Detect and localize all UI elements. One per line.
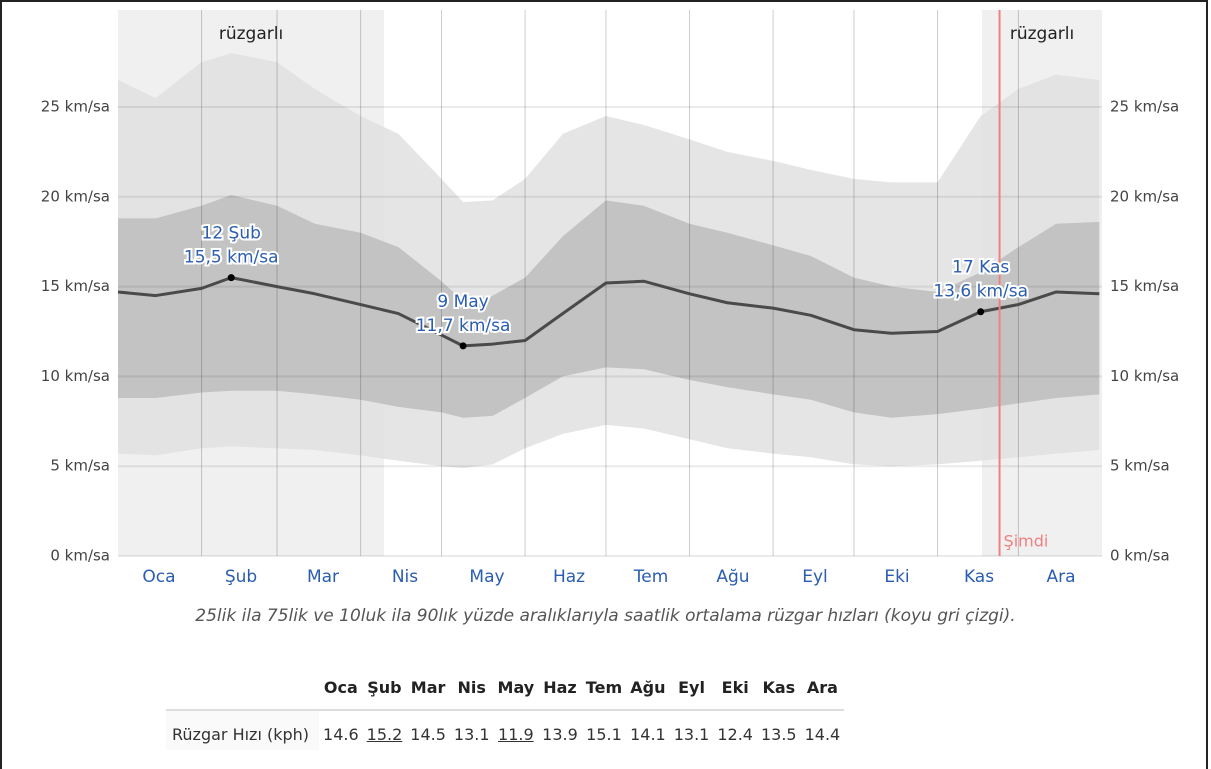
table-value: 15.2 xyxy=(362,709,407,750)
month-label: Kas xyxy=(964,567,994,587)
month-label: Nis xyxy=(392,567,418,587)
table-header: Mar xyxy=(410,678,446,697)
table-header: Haz xyxy=(543,678,577,697)
annotation-date: 9 May xyxy=(437,292,488,312)
month-label: Ara xyxy=(1046,567,1075,587)
annotation-date: 17 Kas xyxy=(952,258,1009,278)
y2-tick-label: 5 km/sa xyxy=(1110,457,1170,475)
table-value: 12.4 xyxy=(713,709,757,750)
row-label: Rüzgar Hızı (kph) xyxy=(166,709,320,750)
caption: 25lik ila 75lik ve 10luk ila 90lık yüzde… xyxy=(195,606,1016,626)
month-label: Oca xyxy=(142,567,175,587)
y2-tick-label: 15 km/sa xyxy=(1110,277,1179,295)
table-value: 14.6 xyxy=(319,709,363,750)
y-tick-label: 0 km/sa xyxy=(50,547,110,565)
y-tick-label: 5 km/sa xyxy=(50,457,110,475)
table-header: Nis xyxy=(457,678,486,697)
mean-line xyxy=(117,276,1100,348)
month-label: Mar xyxy=(307,567,339,587)
table-header: Şub xyxy=(367,678,402,697)
y-tick-label: 25 km/sa xyxy=(41,97,110,115)
month-label: Tem xyxy=(633,567,669,587)
windy-label: rüzgarlı xyxy=(1010,24,1074,44)
y-tick-label: 20 km/sa xyxy=(41,187,110,205)
y-tick-label: 10 km/sa xyxy=(41,367,110,385)
month-label: Şub xyxy=(225,567,257,587)
table-value: 11.9 xyxy=(493,709,539,750)
now-label: Şimdi xyxy=(1004,532,1049,551)
table-value: 14.1 xyxy=(626,709,670,750)
annotation-point xyxy=(977,308,985,316)
table-header: Ara xyxy=(806,678,838,697)
month-label: Ağu xyxy=(716,567,749,587)
monthly-table: Oca Şub Mar Nis May Haz Tem Ağu Eyl Eki Kas Ara Rüzg… xyxy=(166,672,845,750)
table-value: 13.1 xyxy=(669,709,714,750)
table-value: 14.5 xyxy=(406,709,450,750)
annotation-value: 13,6 km/sa xyxy=(933,282,1028,302)
annotation-point xyxy=(459,342,467,350)
table-value: 13.1 xyxy=(449,709,494,750)
month-label: Eyl xyxy=(802,567,828,587)
table-value: 15.1 xyxy=(581,709,627,750)
table-header: Eki xyxy=(721,678,749,697)
table-header: Eyl xyxy=(678,678,705,697)
y2-tick-label: 10 km/sa xyxy=(1110,367,1179,385)
table-header: Kas xyxy=(762,678,796,697)
y-tick-label: 15 km/sa xyxy=(41,277,110,295)
month-label: Haz xyxy=(553,567,585,587)
chart: rüzgarlı rüzgarlı 0 km/sa 0 km/sa 5 km/sa 5 k… xyxy=(41,10,1179,587)
table-value: 14.4 xyxy=(800,709,845,750)
annotation-point xyxy=(227,274,235,282)
table-header: Oca xyxy=(323,678,358,697)
month-label: May xyxy=(469,567,504,587)
table-header: Tem xyxy=(585,678,623,697)
percentile-band xyxy=(118,194,1100,418)
month-label: Eki xyxy=(884,567,909,587)
windy-label: rüzgarlı xyxy=(219,24,283,44)
annotation-value: 11,7 km/sa xyxy=(416,316,511,336)
table-header: May xyxy=(497,678,535,697)
y2-tick-label: 25 km/sa xyxy=(1110,97,1179,115)
annotation-value: 15,5 km/sa xyxy=(184,248,279,268)
y2-tick-label: 20 km/sa xyxy=(1110,187,1179,205)
annotation-date: 12 Şub xyxy=(202,224,261,244)
table-value: 13.5 xyxy=(756,709,801,750)
table-header: Ağu xyxy=(630,678,666,697)
table-value: 13.9 xyxy=(538,709,582,750)
y2-tick-label: 0 km/sa xyxy=(1110,547,1170,565)
